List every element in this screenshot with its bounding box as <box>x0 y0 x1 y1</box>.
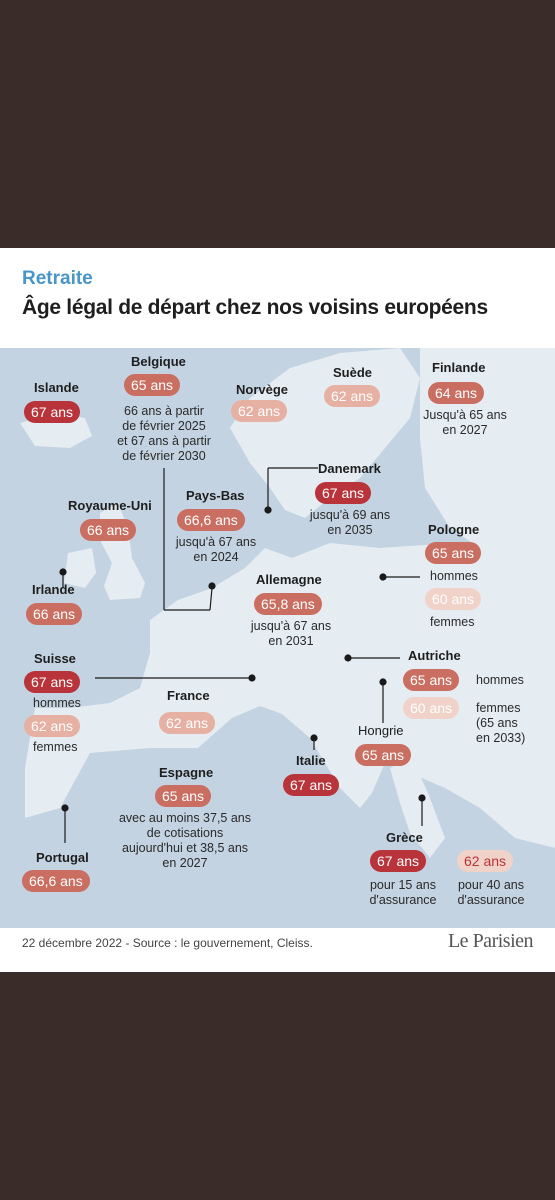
note-line: en 2033) <box>476 731 526 745</box>
country-label-belgique: Belgique <box>131 354 186 369</box>
note-line: femmes <box>476 701 521 715</box>
age-badge-pologne-women: 60 ans <box>425 588 482 610</box>
age-badge-portugal: 66,6 ans <box>22 870 90 892</box>
gender-label-pologne-men: hommes <box>430 569 478 583</box>
age-badge-suisse-men: 67 ans <box>24 671 81 693</box>
age-badge-suisse-women: 62 ans <box>24 715 81 737</box>
country-label-royaume-uni: Royaume-Uni <box>68 498 152 513</box>
age-badge-norvege: 62 ans <box>231 400 288 422</box>
note-line: et 67 ans à partir <box>117 434 211 448</box>
age-badge-france: 62 ans <box>159 712 216 734</box>
note-pays-bas: jusqu'à 67 ans en 2024 <box>160 535 272 565</box>
age-badge-suede: 62 ans <box>324 385 381 407</box>
country-label-danemark: Danemark <box>318 461 381 476</box>
age-badge-autriche-men: 65 ans <box>403 669 460 691</box>
note-line: 66 ans à partir <box>124 404 204 418</box>
note-grece-15: pour 15 ans d'assurance <box>362 878 444 908</box>
note-line: d'assurance <box>369 893 437 907</box>
note-line: pour 40 ans <box>457 878 525 892</box>
note-line: aujourd'hui et 38,5 ans <box>121 841 249 855</box>
age-badge-royaume-uni: 66 ans <box>80 519 137 541</box>
country-label-finlande: Finlande <box>432 360 486 375</box>
note-line: jusqu'à 67 ans <box>250 619 332 633</box>
page-title: Âge légal de départ chez nos voisins eur… <box>22 296 488 319</box>
age-badge-irlande: 66 ans <box>26 603 83 625</box>
age-badge-islande: 67 ans <box>24 401 81 423</box>
note-line: de février 2025 <box>122 419 206 433</box>
note-line: de février 2030 <box>122 449 206 463</box>
gender-label-suisse-men: hommes <box>33 696 81 710</box>
age-badge-hongrie: 65 ans <box>355 744 412 766</box>
note-line: de cotisations <box>146 826 224 840</box>
age-badge-finlande: 64 ans <box>428 382 485 404</box>
note-line: pour 15 ans <box>369 878 437 892</box>
country-label-italie: Italie <box>296 753 326 768</box>
age-badge-autriche-women: 60 ans <box>403 697 460 719</box>
note-line: d'assurance <box>457 893 525 907</box>
note-line: Jusqu'à 65 ans <box>423 408 507 422</box>
europe-map <box>0 348 555 928</box>
age-badge-grece-15: 67 ans <box>370 850 427 872</box>
infographic-card: Retraite Âge légal de départ chez nos vo… <box>0 248 555 972</box>
note-line: (65 ans <box>476 716 518 730</box>
map-ireland <box>64 548 96 588</box>
country-label-autriche: Autriche <box>408 648 461 663</box>
note-line: en 2027 <box>162 856 208 870</box>
country-label-islande: Islande <box>34 380 79 395</box>
age-badge-belgique: 65 ans <box>124 374 181 396</box>
country-label-portugal: Portugal <box>36 850 89 865</box>
country-label-norvege: Norvège <box>236 382 289 397</box>
note-danemark: jusqu'à 69 ans en 2035 <box>294 508 406 538</box>
note-line: avec au moins 37,5 ans <box>118 811 252 825</box>
note-belgique: 66 ans à partir de février 2025 et 67 an… <box>108 404 220 464</box>
country-label-hongrie: Hongrie <box>358 723 404 738</box>
map-greece <box>390 758 445 858</box>
note-allemagne: jusqu'à 67 ans en 2031 <box>232 619 350 649</box>
le-parisien-logo: Le Parisien <box>447 930 534 952</box>
country-label-suisse: Suisse <box>34 651 76 666</box>
note-line: en 2024 <box>193 550 239 564</box>
country-label-irlande: Irlande <box>32 582 75 597</box>
country-label-allemagne: Allemagne <box>256 572 322 587</box>
gender-label-suisse-women: femmes <box>33 740 78 754</box>
country-label-espagne: Espagne <box>159 765 214 780</box>
country-label-pays-bas: Pays-Bas <box>186 488 245 503</box>
age-badge-danemark: 67 ans <box>315 482 372 504</box>
note-line: jusqu'à 67 ans <box>175 535 257 549</box>
note-line: en 2027 <box>442 423 488 437</box>
country-label-grece: Grèce <box>386 830 423 845</box>
note-autriche-women: femmes (65 ans en 2033) <box>476 701 525 746</box>
gender-label-pologne-women: femmes <box>430 615 475 629</box>
note-line: jusqu'à 69 ans <box>309 508 391 522</box>
country-label-pologne: Pologne <box>428 522 480 537</box>
gender-label-autriche-men: hommes <box>476 673 524 687</box>
note-finlande: Jusqu'à 65 ans en 2027 <box>410 408 520 438</box>
age-badge-italie: 67 ans <box>283 774 340 796</box>
note-espagne: avec au moins 37,5 ans de cotisations au… <box>112 811 258 871</box>
country-label-suede: Suède <box>333 365 373 380</box>
source-footer: 22 décembre 2022 - Source : le gouvernem… <box>22 936 313 950</box>
note-line: en 2035 <box>327 523 373 537</box>
country-label-france: France <box>167 688 210 703</box>
age-badge-espagne: 65 ans <box>155 785 212 807</box>
kicker-label: Retraite <box>22 268 93 289</box>
note-grece-40: pour 40 ans d'assurance <box>450 878 532 908</box>
leader-lines <box>59 467 426 843</box>
map-continent <box>25 543 555 848</box>
age-badge-grece-40: 62 ans <box>457 850 514 872</box>
note-line: en 2031 <box>268 634 314 648</box>
age-badge-allemagne: 65,8 ans <box>254 593 322 615</box>
age-badge-pays-bas: 66,6 ans <box>177 509 245 531</box>
age-badge-pologne-men: 65 ans <box>425 542 482 564</box>
